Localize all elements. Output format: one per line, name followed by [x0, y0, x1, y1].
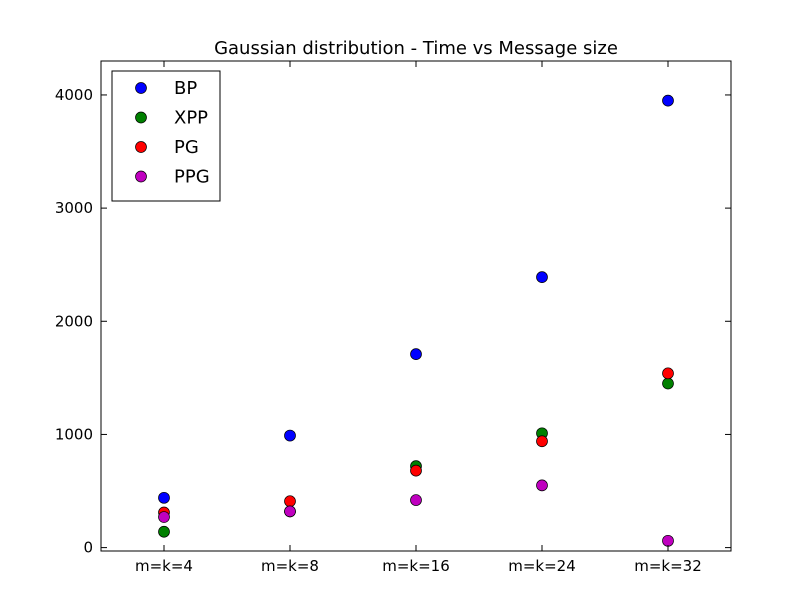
legend-label-xpp: XPP [174, 108, 208, 129]
data-point-pg [284, 495, 296, 508]
y-axis: 0 1000 2000 3000 4000 [55, 86, 731, 557]
legend-marker-bp [135, 82, 147, 94]
legend-label-ppg: PPG [174, 167, 210, 188]
data-point-ppg [158, 511, 170, 523]
data-point-xpp [662, 377, 674, 390]
legend: BP XPP PG PPG [111, 70, 221, 202]
series-ppg [158, 479, 674, 547]
data-marks [158, 94, 674, 547]
data-point-xpp [158, 525, 170, 538]
legend-marker-ppg [135, 170, 147, 183]
data-point-pg [662, 367, 674, 380]
x-tick-label: m=k=24 [508, 557, 576, 575]
x-tick-label: m=k=4 [135, 557, 193, 575]
legend-label-bp: BP [174, 78, 197, 99]
data-point-bp [662, 94, 674, 107]
data-point-ppg [284, 505, 296, 518]
legend-marker-pg [135, 141, 147, 153]
legend-box [111, 70, 221, 202]
data-point-ppg [536, 479, 548, 492]
x-tick-label: m=k=32 [634, 557, 702, 575]
data-point-ppg [662, 534, 674, 547]
legend-label-pg: PG [174, 137, 199, 158]
data-point-ppg [410, 494, 422, 506]
x-tick-label: m=k=8 [261, 557, 319, 575]
data-point-pg [536, 435, 548, 448]
chart-title: Gaussian distribution - Time vs Message … [214, 38, 618, 59]
data-point-pg [410, 464, 422, 477]
series-bp [158, 94, 674, 504]
data-point-bp [158, 491, 170, 504]
data-point-bp [284, 429, 296, 442]
data-point-bp [536, 271, 548, 283]
x-axis: m=k=4 m=k=8 m=k=16 m=k=24 m=k=32 [135, 61, 702, 575]
x-tick-label: m=k=16 [382, 557, 450, 575]
y-tick-label: 1000 [55, 425, 93, 443]
legend-marker-xpp [135, 111, 147, 124]
y-tick-label: 4000 [55, 86, 93, 104]
data-point-bp [410, 348, 422, 360]
y-tick-label: 0 [83, 539, 93, 557]
y-tick-label: 2000 [55, 312, 93, 330]
y-tick-label: 3000 [55, 199, 93, 217]
